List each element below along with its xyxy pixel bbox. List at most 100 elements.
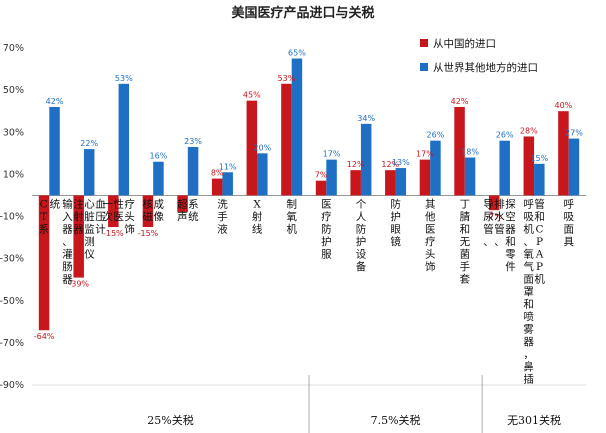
category-label-char: C [40, 198, 48, 210]
category-label-char: 设 [356, 248, 367, 260]
bar-world [499, 140, 510, 196]
category-label-char: 注 [73, 197, 84, 210]
category-label-char: 罩 [523, 286, 534, 298]
category-label-char: 输 [62, 197, 73, 210]
category-label-char: 人 [356, 211, 367, 223]
category-label-char: 氧 [523, 247, 534, 260]
category-label-char: 疗 [321, 210, 332, 223]
category-label-char: 备 [356, 260, 367, 273]
category-label-char: 器 [62, 273, 73, 285]
category-label-char: X [253, 198, 261, 210]
chart-title: 美国医疗产品进口与关税 [231, 5, 374, 21]
category-label-char: 磁 [142, 210, 153, 223]
category-label-char: 腈 [460, 210, 471, 223]
category-label-char: 其 [425, 198, 436, 210]
category-label-char: 、 [62, 236, 73, 248]
category-label-char: 呼 [523, 198, 534, 210]
bar-world [222, 172, 233, 196]
bar-world [291, 58, 303, 196]
bar-world [568, 138, 580, 196]
category-label-char: 头 [425, 248, 436, 260]
category-label-char: C [536, 223, 544, 235]
category-label-char: 管 [494, 222, 505, 235]
data-label-china: 12% [381, 160, 399, 169]
y-tick-label: 50% [3, 85, 24, 96]
category-label-char: 和 [523, 298, 534, 310]
group-label: 无301关税 [507, 413, 561, 427]
category-label-char: 饰 [124, 222, 135, 235]
data-label-china: 45% [243, 91, 261, 100]
category-label-char: 护 [356, 235, 367, 248]
category-label-char: 计 [95, 222, 106, 235]
category-label-char: 疗 [425, 235, 436, 248]
category-label-char: 疗 [124, 197, 135, 210]
group-labels: 25%关税 7.5%关税 无301关税 [32, 375, 586, 433]
category-label-char: 统 [188, 210, 199, 223]
y-tick-label: -70% [0, 338, 24, 349]
category-label-char: 和 [505, 236, 516, 248]
category-label-char: 制 [286, 197, 297, 210]
category-label-char: 性 [113, 197, 124, 210]
category-label-char: 丁 [460, 198, 471, 210]
data-label-china: 12% [347, 160, 365, 169]
bar-china [38, 195, 50, 331]
legend-label-world: 从世界其他地方的进口 [433, 61, 538, 74]
category-label-char: 核 [142, 197, 153, 210]
category-label-char: 医 [425, 223, 436, 235]
category-label-char: 射 [73, 210, 84, 223]
legend-swatch-world [420, 63, 428, 71]
category-label-char: 插 [523, 372, 534, 385]
bars [38, 58, 580, 331]
y-tick-label: 70% [3, 43, 24, 54]
data-label-china: -15% [103, 229, 124, 238]
category-label-char: 声 [177, 210, 188, 223]
data-label-china: 7% [315, 171, 328, 180]
bar-world [257, 153, 268, 196]
bar-china [315, 180, 327, 196]
category-label-char: 眼 [390, 223, 401, 235]
category-label-char: 他 [425, 210, 436, 223]
bar-china [281, 83, 292, 196]
data-labels: -64% 42% -39% 22% -15% 53% -15% 16% 23% 8%11% 45% 2… [34, 49, 584, 342]
bar-china [488, 195, 500, 211]
bar-world [360, 123, 372, 196]
category-label-char: 尿 [483, 211, 494, 223]
category-label-char: 、 [523, 236, 534, 248]
bar-china [523, 136, 535, 196]
y-tick-label: -90% [0, 380, 24, 391]
category-label-char: 鼻 [523, 360, 534, 373]
data-label-china: -39% [68, 280, 89, 289]
data-label-china: -64% [34, 332, 55, 341]
bar-china [419, 159, 431, 196]
bar-china [558, 111, 569, 196]
category-label-char: 面 [523, 273, 534, 285]
category-label-char: 测 [84, 235, 95, 248]
group-label: 25%关税 [147, 413, 193, 427]
category-label-char: 个 [356, 198, 367, 210]
category-label-char: 吸 [563, 211, 574, 223]
bar-china [177, 195, 188, 213]
category-label-char: 吸 [523, 211, 534, 223]
bar-world [153, 161, 164, 196]
category-label-char: 套 [460, 272, 471, 285]
data-label-world: 13% [392, 158, 410, 167]
category-label-char: 和 [460, 223, 471, 235]
bar-china [142, 195, 154, 228]
category-label-char: 无 [460, 236, 471, 248]
legend-swatch-china [420, 39, 428, 47]
category-label-char: 机 [286, 222, 297, 235]
category-label-char: 入 [62, 211, 73, 223]
bar-world [430, 140, 441, 196]
data-label-world: 26% [427, 131, 445, 140]
y-tick-label: -10% [0, 212, 24, 223]
category-label-char: 雾 [523, 323, 534, 335]
bar-china [246, 100, 258, 196]
category-label-char: 氧 [286, 210, 297, 223]
category-label-char: A [535, 248, 544, 260]
data-label-world: 65% [288, 49, 306, 58]
data-label-china: 8% [211, 169, 224, 178]
bar-world [464, 157, 476, 196]
category-label-char: 机 [534, 272, 545, 285]
data-label-china: 17% [416, 150, 434, 159]
